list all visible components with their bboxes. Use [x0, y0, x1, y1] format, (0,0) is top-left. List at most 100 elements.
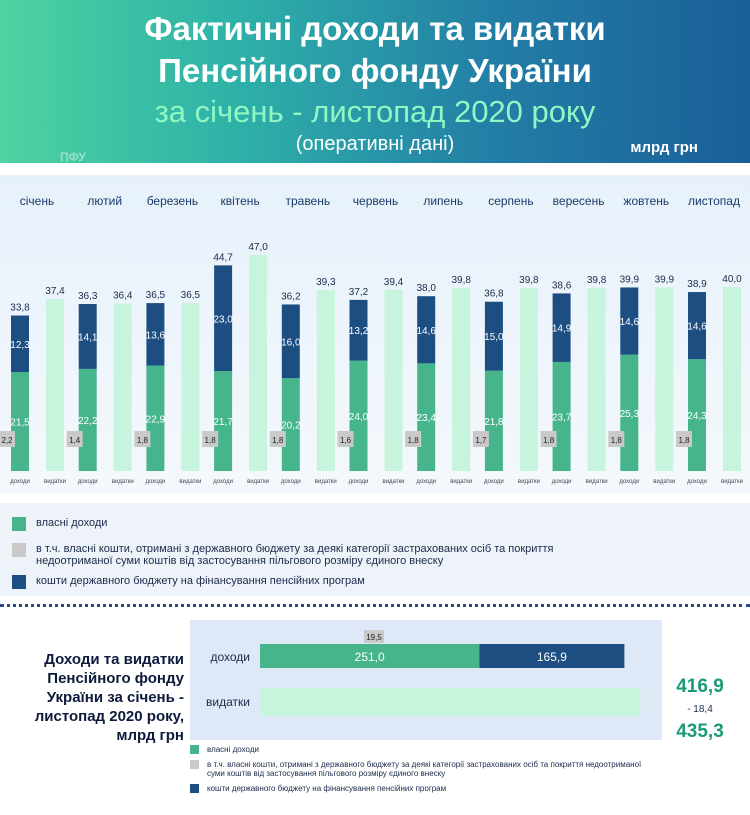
month-label: листопад	[688, 194, 740, 208]
month-label: травень	[285, 194, 330, 208]
bar-expenses	[384, 289, 403, 471]
bar-category-expenses: видатки	[179, 479, 201, 485]
bar-income-state	[417, 296, 436, 364]
own-from-state-box	[202, 431, 219, 447]
expenses-total-label: 47,0	[248, 242, 268, 253]
monthly-chart-panel: січень 2,2 21,5 12,3 33,8 37,4 доходи видатки лю…	[0, 175, 750, 493]
bar-income-state	[78, 304, 97, 369]
bar-category-income: доходи	[349, 479, 369, 485]
bar-expenses	[113, 303, 132, 471]
legend-main: власні доходи в т.ч. власні кошти, отрим…	[0, 503, 750, 596]
state-value-label: 14,9	[552, 324, 572, 335]
month-label: вересень	[553, 194, 605, 208]
bar-category-expenses: видатки	[383, 479, 405, 485]
expenses-total-value: 435,3	[676, 721, 724, 742]
own-from-state-box	[269, 431, 286, 447]
summary-own-value: 251,0	[355, 650, 385, 664]
legend-swatch-own-from-state	[12, 543, 26, 557]
bar-category-income: доходи	[619, 479, 639, 485]
bar-category-expenses: видатки	[247, 479, 269, 485]
title-line-1: Фактичні доходи та видатки	[144, 10, 606, 47]
own-value-label: 21,5	[10, 418, 30, 429]
income-total-label: 36,3	[78, 291, 98, 302]
own-from-state-label: 1,8	[678, 436, 690, 445]
bar-category-income: доходи	[146, 479, 166, 485]
month-label: серпень	[488, 194, 533, 208]
state-value-label: 14,1	[78, 332, 98, 343]
own-value-label: 22,9	[146, 414, 166, 425]
legend-item-own: власні доходи	[12, 517, 107, 531]
bar-category-income: доходи	[213, 479, 233, 485]
bar-income-state	[281, 304, 300, 379]
expenses-total-label: 39,3	[316, 277, 336, 288]
own-from-state-label: 1,8	[611, 436, 623, 445]
own-from-state-box	[540, 431, 557, 447]
expenses-total-label: 36,5	[181, 290, 201, 301]
month-label: жовтень	[623, 194, 669, 208]
state-value-label: 16,0	[281, 337, 301, 348]
bar-income-own	[688, 359, 706, 471]
legend2-label-state-budget: кошти державного бюджету на фінансування…	[207, 784, 447, 793]
income-total-label: 36,2	[281, 291, 301, 302]
summary-bar-own	[260, 644, 480, 668]
expenses-total-label: 37,4	[45, 286, 65, 297]
income-total-value: 416,9	[676, 676, 724, 697]
own-from-state-label: 1,8	[543, 436, 555, 445]
category-label-expenses: видатки	[206, 695, 250, 709]
legend-swatch-state-budget	[12, 575, 26, 589]
difference-value: - 18,4	[687, 704, 713, 715]
legend2-swatch-own	[190, 745, 199, 754]
bar-income-own	[146, 365, 165, 471]
bar-income-own	[11, 372, 29, 471]
own-from-state-box	[337, 431, 354, 447]
expenses-total-label: 39,8	[519, 275, 539, 286]
own-from-state-box	[676, 431, 692, 447]
own-from-state-label: 1,8	[408, 436, 420, 445]
legend-label-own-from-state: в т.ч. власні кошти, отримані з державно…	[36, 543, 554, 567]
state-value-label: 13,2	[349, 326, 369, 337]
bar-income-state	[11, 315, 29, 373]
bar-income-state	[214, 265, 233, 372]
own-from-state-box	[472, 431, 489, 447]
expenses-total-label: 40,0	[722, 274, 742, 285]
summary-title: Доходи та видатки Пенсійного фонду Украї…	[34, 651, 184, 744]
bar-category-income: доходи	[10, 479, 30, 485]
income-total-label: 36,8	[484, 289, 504, 300]
bar-income-own	[78, 368, 97, 471]
income-total-label: 38,6	[552, 280, 572, 291]
month-label: липень	[423, 194, 463, 208]
bar-expenses	[587, 287, 606, 471]
bar-category-expenses: видатки	[112, 479, 134, 485]
expenses-total-label: 36,4	[113, 291, 133, 302]
bar-category-expenses: видатки	[450, 479, 472, 485]
legend2-item-own-from-state: в т.ч. власні кошти, отримані з державно…	[190, 760, 660, 778]
summary-totals: 416,9 - 18,4 435,3	[664, 676, 736, 743]
own-from-state-label: 1,8	[205, 436, 217, 445]
bar-income-state	[620, 287, 639, 355]
section-divider	[0, 604, 750, 607]
income-total-label: 38,0	[416, 283, 436, 294]
bar-category-expenses: видатки	[315, 479, 337, 485]
legend2-item-state-budget: кошти державного бюджету на фінансування…	[190, 784, 660, 793]
legend2-swatch-own-from-state	[190, 760, 199, 769]
bar-category-expenses: видатки	[653, 479, 675, 485]
state-value-label: 14,6	[687, 322, 707, 333]
bar-expenses	[316, 290, 335, 471]
summary-own-from-state-label: 19,5	[366, 633, 382, 642]
legend2-label-own: власні доходи	[207, 745, 259, 754]
legend-label-own: власні доходи	[36, 517, 108, 529]
bar-category-income: доходи	[484, 479, 504, 485]
income-total-label: 37,2	[349, 287, 369, 298]
bar-income-state	[688, 292, 706, 360]
state-value-label: 13,6	[146, 330, 166, 341]
unit-label: млрд грн	[630, 139, 698, 156]
bar-expenses	[519, 287, 538, 471]
own-value-label: 21,7	[213, 417, 233, 428]
own-value-label: 22,2	[78, 416, 98, 427]
own-from-state-label: 1,8	[137, 436, 149, 445]
legend2-swatch-state-budget	[190, 784, 199, 793]
own-from-state-box	[0, 431, 15, 447]
month-label: березень	[147, 194, 198, 208]
bar-expenses	[249, 254, 268, 471]
bar-category-expenses: видатки	[518, 479, 540, 485]
